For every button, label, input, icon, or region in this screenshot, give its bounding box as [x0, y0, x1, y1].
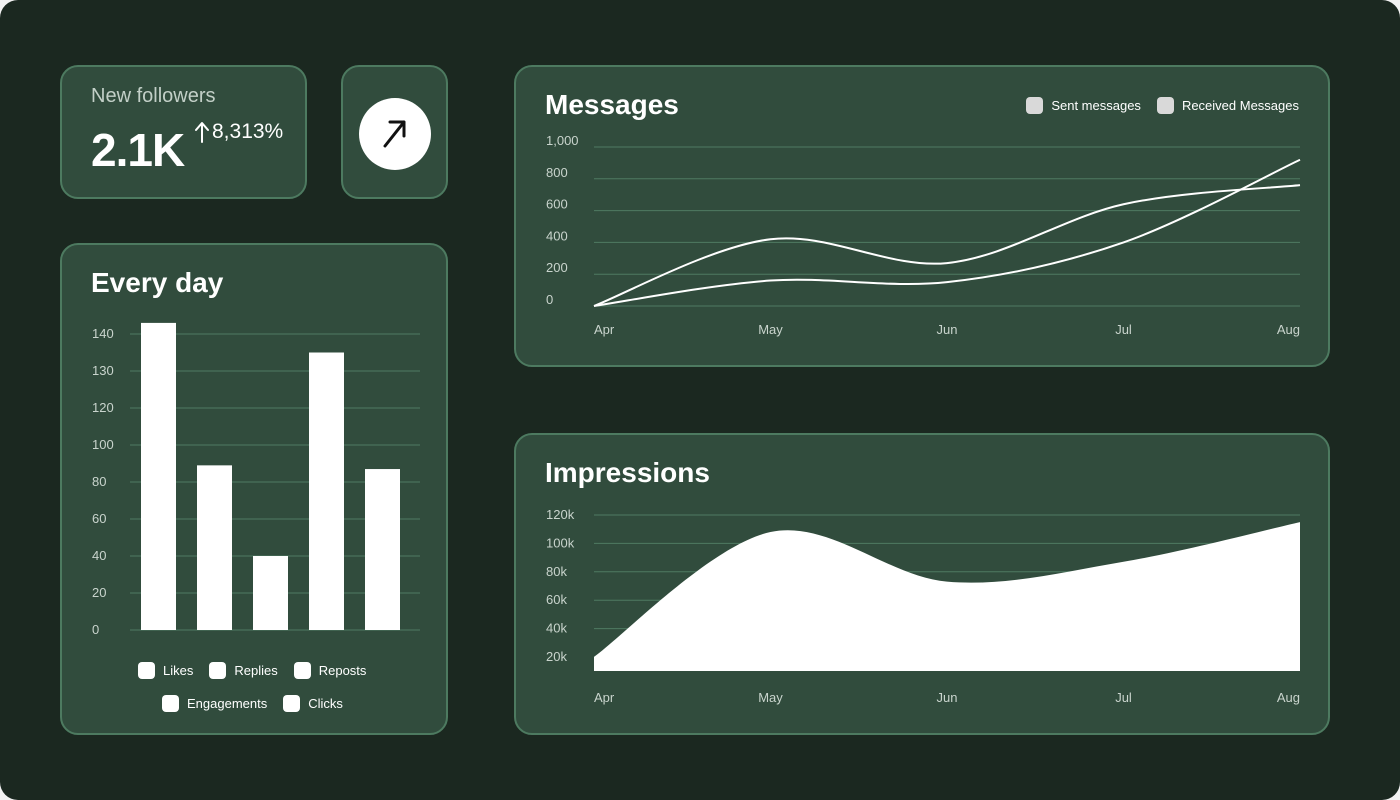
impressions-area: [594, 522, 1300, 671]
followers-change: 8,313%: [194, 120, 283, 144]
y-tick-label: 60k: [546, 592, 567, 607]
new-followers-card: New followers 2.1K 8,313%: [60, 65, 307, 199]
y-tick-label: 120: [92, 400, 114, 415]
impressions-card: Impressions 20k 40k 60k 80k 100k 120k Apr May Ju…: [514, 433, 1330, 735]
y-tick-label: 0: [546, 292, 553, 307]
y-tick-label: 20: [92, 585, 106, 600]
x-tick-label: Apr: [594, 322, 615, 337]
new-followers-value: 2.1K: [91, 124, 185, 176]
x-tick-label: May: [758, 322, 783, 337]
x-tick-label: Jul: [1115, 322, 1132, 337]
legend-item-clicks[interactable]: Clicks: [283, 695, 343, 712]
every-day-bar-chart: 0 20 40 60 80 100 120 130 140: [92, 322, 420, 637]
bar-reposts: [253, 556, 288, 630]
every-day-title: Every day: [91, 267, 224, 298]
legend-item-reposts[interactable]: Reposts: [293, 662, 367, 679]
trend-card: [341, 65, 448, 199]
legend-swatch: [283, 695, 301, 712]
y-tick-label: 400: [546, 228, 568, 243]
every-day-legend-row-1: Likes Replies Reposts: [138, 662, 366, 679]
messages-legend: Sent messages Received Messages: [1026, 97, 1299, 114]
y-tick-label: 100: [92, 437, 114, 452]
legend-swatch: [209, 662, 227, 679]
y-tick-label: 100k: [546, 535, 575, 550]
trend-button[interactable]: [359, 98, 431, 170]
legend-item-likes[interactable]: Likes: [138, 662, 193, 679]
y-tick-label: 140: [92, 326, 114, 341]
y-tick-label: 40k: [546, 621, 567, 636]
legend-label: Engagements: [187, 696, 268, 711]
y-tick-label: 0: [92, 622, 99, 637]
y-tick-label: 20k: [546, 649, 567, 664]
messages-card: Messages Sent messages Received Messages…: [514, 65, 1330, 367]
line-series-sent-messages: [593, 184, 1301, 307]
legend-swatch: [1026, 97, 1044, 114]
legend-label: Reposts: [318, 663, 367, 678]
y-tick-label: 130: [92, 363, 114, 378]
bar-replies: [197, 465, 232, 630]
bar-likes: [141, 322, 176, 630]
y-tick-label: 60: [92, 511, 106, 526]
x-tick-label: Jun: [937, 322, 958, 337]
arrow-up-icon: [195, 122, 209, 143]
legend-label: Likes: [163, 663, 194, 678]
bar-engagements: [309, 352, 344, 630]
y-tick-label: 40: [92, 548, 106, 563]
messages-line-chart: 0 200 400 600 800 1,000 Apr May Jun Jul Aug: [546, 135, 1301, 337]
y-tick-label: 80: [92, 474, 106, 489]
legend-label: Received Messages: [1181, 98, 1299, 113]
legend-swatch: [138, 662, 155, 679]
legend-label: Clicks: [308, 696, 343, 711]
legend-swatch: [162, 695, 179, 712]
line-series-received-messages: [593, 158, 1301, 307]
legend-item-engagements[interactable]: Engagements: [162, 695, 267, 712]
impressions-area-chart: 20k 40k 60k 80k 100k 120k Apr May Jun Jul Aug: [546, 507, 1300, 705]
legend-item-sent-messages[interactable]: Sent messages: [1026, 97, 1141, 114]
every-day-card: Every day 0 20 40 60 80 100 120 130 140 Likes Re…: [60, 243, 448, 735]
y-tick-label: 800: [546, 165, 568, 180]
arrow-up-right-icon: [383, 120, 406, 148]
legend-swatch: [293, 662, 311, 679]
messages-title: Messages: [545, 89, 679, 120]
legend-item-replies[interactable]: Replies: [209, 662, 278, 679]
followers-change-value: 8,313%: [212, 120, 284, 143]
y-tick-label: 80k: [546, 564, 567, 579]
y-tick-label: 1,000: [546, 135, 579, 148]
y-tick-label: 200: [546, 260, 568, 275]
x-tick-label: Jul: [1115, 690, 1132, 705]
impressions-title: Impressions: [545, 457, 710, 488]
new-followers-label: New followers: [91, 85, 216, 107]
bar-clicks: [365, 469, 400, 630]
x-tick-label: Jun: [937, 690, 958, 705]
x-tick-label: Aug: [1277, 690, 1300, 705]
legend-swatch: [1156, 97, 1174, 114]
x-tick-label: Apr: [594, 690, 615, 705]
y-tick-label: 600: [546, 197, 568, 212]
legend-item-received-messages[interactable]: Received Messages: [1156, 97, 1299, 114]
legend-label: Sent messages: [1051, 98, 1141, 113]
x-tick-label: May: [758, 690, 783, 705]
x-tick-label: Aug: [1277, 322, 1300, 337]
legend-label: Replies: [234, 663, 278, 678]
y-tick-label: 120k: [546, 507, 575, 522]
every-day-legend-row-2: Engagements Clicks: [162, 695, 343, 712]
